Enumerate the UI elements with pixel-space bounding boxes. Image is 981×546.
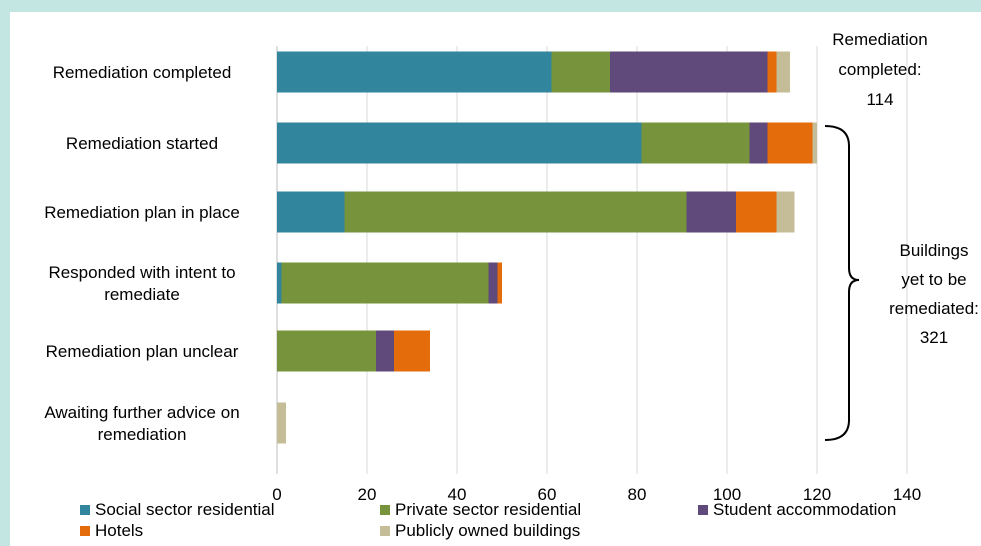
category-label: remediate xyxy=(104,285,180,304)
legend-label: Private sector residential xyxy=(395,500,581,519)
category-label: Remediation completed xyxy=(53,63,232,82)
legend-swatch xyxy=(380,505,390,515)
completed-annotation: completed: xyxy=(838,60,921,79)
bar-segment xyxy=(277,191,345,233)
x-tick-label: 120 xyxy=(803,485,831,504)
bar-segment xyxy=(641,122,750,164)
bar-segment xyxy=(767,51,777,93)
legend-swatch xyxy=(380,526,390,536)
bar-segment xyxy=(344,191,687,233)
legend-swatch xyxy=(80,505,90,515)
bar-segment xyxy=(277,51,552,93)
bar-segment xyxy=(749,122,768,164)
category-label: Awaiting further advice on xyxy=(44,403,239,422)
stacked-bar-chart: Remediation completed Remediation started… xyxy=(44,30,979,540)
bar-segment xyxy=(376,330,394,372)
x-tick-label: 60 xyxy=(538,485,557,504)
bar-segment xyxy=(277,122,642,164)
bar-segment xyxy=(281,262,489,304)
legend-label: Publicly owned buildings xyxy=(395,521,580,540)
completed-annotation: 114 xyxy=(866,90,893,109)
x-tick-label: 20 xyxy=(358,485,377,504)
legend-swatch xyxy=(80,526,90,536)
legend-label: Social sector residential xyxy=(95,500,275,519)
legend-swatch xyxy=(698,505,708,515)
x-tick-label: 100 xyxy=(713,485,741,504)
bar-segment xyxy=(812,122,817,164)
x-tick-label: 0 xyxy=(272,485,281,504)
yet-to-remediate-annotation: remediated: xyxy=(889,299,979,318)
bar-segment xyxy=(736,191,777,233)
bar-segment xyxy=(277,262,282,304)
legend-label: Student accommodation xyxy=(713,500,896,519)
bar-segment xyxy=(610,51,768,93)
bar-segment xyxy=(767,122,813,164)
category-label: Remediation plan in place xyxy=(44,203,240,222)
bar-segment xyxy=(277,402,286,444)
yet-to-remediate-annotation: yet to be xyxy=(901,270,966,289)
legend-label: Hotels xyxy=(95,521,143,540)
bar-segment xyxy=(776,191,795,233)
bar-segment xyxy=(776,51,790,93)
bar-segment xyxy=(551,51,610,93)
category-label: Remediation started xyxy=(66,134,218,153)
brace-bracket xyxy=(824,125,860,441)
bar-segment xyxy=(497,262,502,304)
bar-segment xyxy=(277,330,376,372)
chart-panel: Remediation completed Remediation started… xyxy=(10,12,981,546)
bar-segment xyxy=(488,262,498,304)
bar-segment xyxy=(394,330,430,372)
completed-annotation: Remediation xyxy=(832,30,927,49)
category-label: Responded with intent to xyxy=(48,263,235,282)
x-tick-label: 40 xyxy=(448,485,467,504)
bar-segment xyxy=(686,191,736,233)
x-tick-label: 80 xyxy=(628,485,647,504)
yet-to-remediate-annotation: 321 xyxy=(920,328,948,347)
category-label: Remediation plan unclear xyxy=(46,342,239,361)
x-tick-label: 140 xyxy=(893,485,921,504)
yet-to-remediate-annotation: Buildings xyxy=(900,241,969,260)
category-label: remediation xyxy=(98,425,187,444)
